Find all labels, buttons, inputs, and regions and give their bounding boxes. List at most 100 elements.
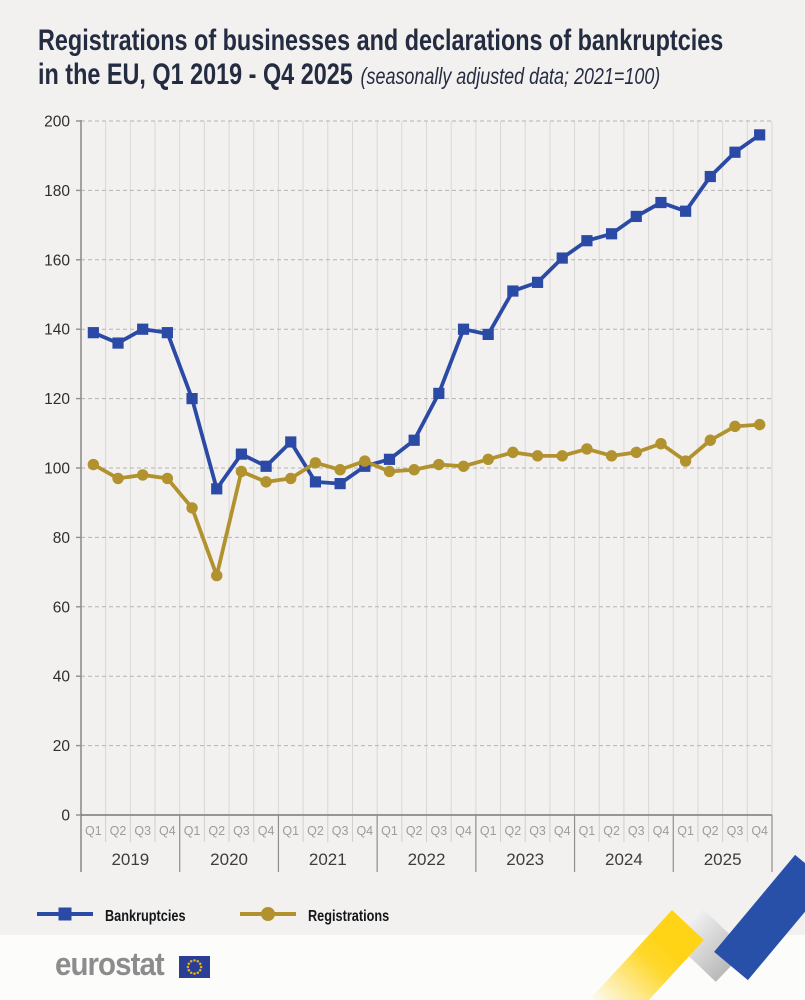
series-line <box>91 422 762 578</box>
square-marker <box>729 146 741 158</box>
quarter-label: Q3 <box>529 824 546 838</box>
square-marker <box>507 285 519 297</box>
year-label: 2020 <box>210 850 248 869</box>
square-marker <box>112 337 124 349</box>
year-label: 2024 <box>605 850 643 869</box>
circle-marker <box>655 438 667 450</box>
quarter-label: Q3 <box>430 824 447 838</box>
square-marker <box>482 328 494 341</box>
quarter-label: Q3 <box>233 824 250 838</box>
square-marker <box>630 210 642 223</box>
circle-marker <box>211 569 223 582</box>
year-label: 2023 <box>506 850 544 869</box>
chart-legend: Bankruptcies Registrations <box>36 905 407 928</box>
year-labels: 2019 2020 2021 2022 2023 2024 2025 <box>111 850 741 869</box>
square-marker <box>285 436 297 448</box>
square-marker <box>309 476 322 488</box>
quarter-label: Q3 <box>332 824 349 838</box>
circle-marker <box>729 420 741 433</box>
ribbon-arrow-decoration <box>592 854 805 1000</box>
y-tick-label: 60 <box>53 599 71 616</box>
quarter-label: Q4 <box>159 824 176 838</box>
y-tick-label: 80 <box>53 530 71 547</box>
circle-marker <box>679 455 692 467</box>
square-marker <box>680 205 692 217</box>
quarter-label: Q4 <box>653 824 670 838</box>
eu-flag-stars <box>186 959 203 975</box>
quarter-label: Q1 <box>184 824 201 838</box>
square-marker <box>87 327 99 339</box>
square-marker <box>531 276 544 288</box>
square-marker <box>161 327 173 339</box>
quarter-label: Q1 <box>677 824 694 838</box>
series-line <box>91 132 762 491</box>
circle-marker <box>704 434 717 446</box>
quarter-label: Q3 <box>134 824 151 838</box>
quarter-label: Q3 <box>628 824 645 838</box>
quarter-label: Q1 <box>579 824 596 838</box>
quarter-label: Q2 <box>307 824 324 838</box>
y-axis-labels: 0 20 40 60 80 100 120 140 160 180 200 <box>44 114 81 825</box>
quarter-label: Q1 <box>480 824 497 838</box>
circle-marker <box>581 443 593 455</box>
quarter-label: Q4 <box>258 824 275 838</box>
circle-marker <box>433 458 445 471</box>
quarter-label: Q1 <box>282 824 299 838</box>
circle-marker <box>605 450 618 462</box>
circle-marker <box>334 464 346 476</box>
quarter-label: Q1 <box>381 824 398 838</box>
square-marker <box>605 228 618 240</box>
square-marker <box>556 252 568 264</box>
quarter-label: Q2 <box>110 824 127 838</box>
series-bankruptcies <box>87 129 766 495</box>
year-label: 2025 <box>704 850 742 869</box>
square-marker <box>581 235 593 247</box>
eurostat-logo-text: eurostat <box>55 946 165 982</box>
eu-flag-icon <box>179 956 211 978</box>
circle-marker <box>87 458 100 471</box>
legend-label: Bankruptcies <box>105 907 186 925</box>
circle-marker <box>482 453 494 466</box>
title-block: Registrations of businesses and declarat… <box>38 24 805 93</box>
ribbon-yellow-band <box>592 910 704 1000</box>
quarter-label: Q2 <box>406 824 423 838</box>
y-tick-label: 0 <box>61 808 70 825</box>
year-label: 2019 <box>111 850 149 869</box>
circle-marker <box>507 446 519 459</box>
square-marker <box>260 460 272 472</box>
quarter-label: Q2 <box>702 824 719 838</box>
x-axis-separators <box>105 815 773 872</box>
circle-marker <box>359 455 371 467</box>
square-marker <box>235 448 248 460</box>
circle-marker <box>186 502 198 514</box>
circle-marker <box>457 460 470 472</box>
y-tick-label: 20 <box>53 738 71 755</box>
circle-marker <box>630 446 642 459</box>
square-marker <box>655 196 667 209</box>
ribbon-blue-band <box>714 854 805 981</box>
year-label: 2021 <box>309 850 347 869</box>
quarter-labels: Q1 Q2 Q3 Q4 Q1 Q2 Q3 Q4 Q1 Q2 Q3 Q4 Q1 Q2 Q3 Q4 Q1 Q2 Q3 Q4… <box>85 824 768 838</box>
square-marker <box>137 323 149 335</box>
y-tick-label: 160 <box>44 252 70 269</box>
registrations-line-swatch <box>239 905 297 928</box>
quarter-label: Q4 <box>554 824 571 838</box>
quarter-label: Q3 <box>727 824 744 838</box>
y-tick-label: 200 <box>44 114 70 131</box>
circle-marker <box>383 465 396 478</box>
circle-marker <box>235 465 248 478</box>
page-title-line-1: Registrations of businesses and declarat… <box>38 24 724 57</box>
square-marker <box>457 323 470 335</box>
square-marker <box>408 434 420 446</box>
quarter-label: Q4 <box>751 824 768 838</box>
legend-label: Registrations <box>308 907 390 925</box>
quarter-label: Q4 <box>356 824 373 838</box>
circle-marker <box>556 450 568 462</box>
y-tick-label: 180 <box>44 183 70 200</box>
square-marker <box>383 453 396 465</box>
circle-marker <box>309 457 322 469</box>
y-tick-label: 140 <box>44 322 70 339</box>
circle-marker <box>112 472 124 485</box>
circle-marker <box>136 469 149 481</box>
